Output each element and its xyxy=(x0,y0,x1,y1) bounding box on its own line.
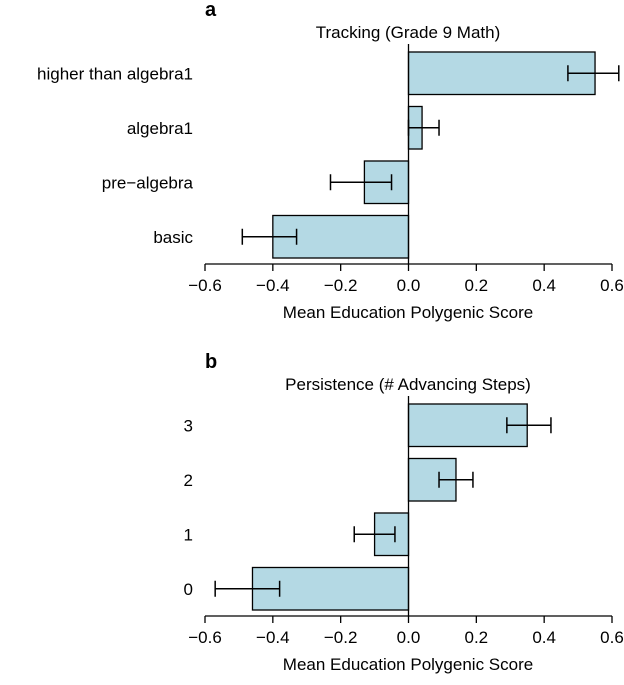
panel-a-plot-area: higher than algebra1 algebra1 pre−algebra b… xyxy=(37,44,624,295)
category-label: 0 xyxy=(184,580,193,599)
panel-a-chart: a Tracking (Grade 9 Math) higher than al… xyxy=(37,0,624,322)
category-label: 3 xyxy=(184,416,193,435)
tick-label: 0.4 xyxy=(532,628,556,647)
tick-label: 0.6 xyxy=(600,276,624,295)
category-label: 1 xyxy=(184,525,193,544)
tick-label: −0.6 xyxy=(188,276,222,295)
bar xyxy=(407,51,596,96)
panel-b-plot-area: 3 2 1 0 −0.6 −0.4 −0.2 0.0 0.2 0.4 0.6 xyxy=(184,396,624,647)
panel-a-x-axis-label: Mean Education Polygenic Score xyxy=(283,303,533,322)
tick-label: 0.0 xyxy=(397,628,421,647)
tick-label: 0.2 xyxy=(465,628,489,647)
panel-b-label: b xyxy=(205,351,217,373)
tick-label: 0.2 xyxy=(465,276,489,295)
tick-label: 0.6 xyxy=(600,628,624,647)
tick-label: 0.0 xyxy=(397,276,421,295)
category-label: 2 xyxy=(184,471,193,490)
tick-label: −0.2 xyxy=(324,276,358,295)
category-label: basic xyxy=(153,228,193,247)
category-label: higher than algebra1 xyxy=(37,64,193,83)
category-label: pre−algebra xyxy=(102,173,194,192)
panel-a-title: Tracking (Grade 9 Math) xyxy=(316,23,501,42)
panel-a-label: a xyxy=(205,0,217,21)
panel-b-title: Persistence (# Advancing Steps) xyxy=(285,375,531,394)
category-label: algebra1 xyxy=(127,119,193,138)
tick-label: −0.2 xyxy=(324,628,358,647)
tick-label: −0.4 xyxy=(256,276,290,295)
tick-label: 0.4 xyxy=(532,276,556,295)
tick-label: −0.6 xyxy=(188,628,222,647)
tick-label: −0.4 xyxy=(256,628,290,647)
panel-b-chart: b Persistence (# Advancing Steps) 3 2 1 0 −0… xyxy=(184,351,624,674)
panel-b-x-axis-label: Mean Education Polygenic Score xyxy=(283,655,533,674)
